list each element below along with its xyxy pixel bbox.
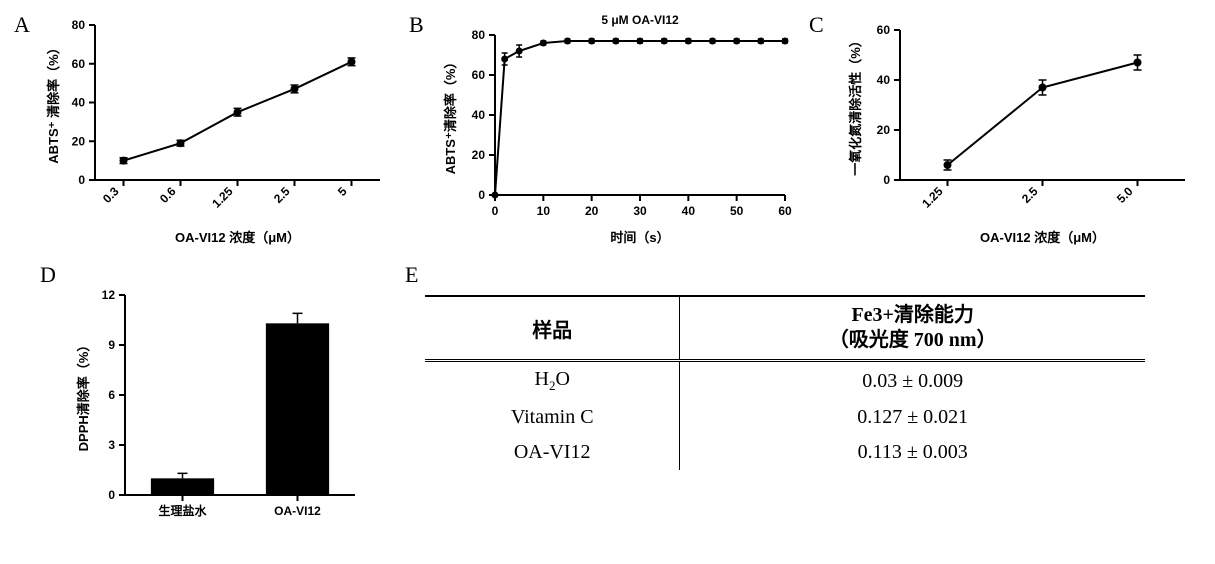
- svg-text:60: 60: [72, 57, 86, 71]
- svg-text:40: 40: [472, 108, 486, 122]
- svg-text:OA-VI12 浓度（μM）: OA-VI12 浓度（μM）: [175, 230, 300, 245]
- svg-text:20: 20: [472, 148, 486, 162]
- svg-text:0: 0: [492, 204, 499, 218]
- svg-text:OA-VI12: OA-VI12: [274, 504, 321, 518]
- svg-text:一氧化氮清除活性（%）: 一氧化氮清除活性（%）: [848, 34, 863, 176]
- svg-text:50: 50: [730, 204, 744, 218]
- table-header-value: Fe3+清除能力 （吸光度 700 nm）: [680, 296, 1145, 361]
- svg-text:40: 40: [877, 73, 891, 87]
- svg-text:DPPH清除率（%）: DPPH清除率（%）: [76, 339, 91, 452]
- dpph-bar-chart: 0 3 6 9 12 生理盐水 OA-VI12 DPPH清除率（%）: [70, 280, 370, 540]
- fe3-table-wrap: 样品 Fe3+清除能力 （吸光度 700 nm） H2O0.03 ± 0.009…: [425, 295, 1145, 470]
- svg-text:20: 20: [72, 134, 86, 148]
- table-cell-value: 0.03 ± 0.009: [680, 361, 1145, 401]
- svg-text:5.0: 5.0: [1114, 184, 1136, 206]
- table-row: OA-VI120.113 ± 0.003: [425, 435, 1145, 470]
- svg-text:0.3: 0.3: [100, 184, 122, 206]
- svg-text:2.5: 2.5: [1019, 184, 1041, 206]
- svg-text:60: 60: [877, 23, 891, 37]
- panel-a-label: A: [14, 12, 30, 38]
- svg-text:ABTS⁺ 清除率（%）: ABTS⁺ 清除率（%）: [46, 41, 61, 163]
- svg-text:0: 0: [108, 488, 115, 502]
- svg-text:6: 6: [108, 388, 115, 402]
- svg-text:40: 40: [72, 96, 86, 110]
- panel-b: B 0 20 40 60 80 0 10 20 30 40 50 60 5 μM OA-VI12 ABTS…: [405, 10, 805, 260]
- panel-e-label: E: [405, 262, 418, 288]
- svg-text:OA-VI12 浓度（μM）: OA-VI12 浓度（μM）: [980, 230, 1105, 245]
- svg-text:3: 3: [108, 438, 115, 452]
- table-cell-sample: Vitamin C: [425, 400, 680, 435]
- table-cell-value: 0.127 ± 0.021: [680, 400, 1145, 435]
- header-line1: Fe3+清除能力: [851, 304, 974, 326]
- svg-text:5: 5: [335, 184, 350, 199]
- svg-text:10: 10: [537, 204, 551, 218]
- svg-text:30: 30: [633, 204, 647, 218]
- svg-text:1.25: 1.25: [919, 184, 946, 211]
- svg-text:80: 80: [72, 18, 86, 32]
- svg-text:ABTS⁺清除率（%）: ABTS⁺清除率（%）: [443, 56, 458, 175]
- table-cell-sample: H2O: [425, 361, 680, 401]
- svg-text:0.6: 0.6: [157, 184, 179, 206]
- svg-text:60: 60: [778, 204, 792, 218]
- svg-text:0: 0: [883, 173, 890, 187]
- svg-text:60: 60: [472, 68, 486, 82]
- table-cell-sample: OA-VI12: [425, 435, 680, 470]
- table-header-sample: 样品: [425, 296, 680, 361]
- table-row: H2O0.03 ± 0.009: [425, 361, 1145, 401]
- panel-a: A 0 20 40 60 80 0.3 0.6 1.25 2.5 5 ABTS⁺ 清除率（%） OA-…: [10, 10, 405, 260]
- panel-d: D 0 3 6 9 12 生理盐水 OA-VI12 DPPH清除率（%）: [10, 260, 405, 554]
- table-row: Vitamin C0.127 ± 0.021: [425, 400, 1145, 435]
- svg-text:1.25: 1.25: [209, 184, 236, 211]
- svg-text:80: 80: [472, 28, 486, 42]
- no-scavenge-chart: 0 20 40 60 1.25 2.5 5.0 一氧化氮清除活性（%） OA-VI12 浓度（μ…: [840, 10, 1210, 250]
- svg-text:20: 20: [877, 123, 891, 137]
- fe3-table: 样品 Fe3+清除能力 （吸光度 700 nm） H2O0.03 ± 0.009…: [425, 295, 1145, 470]
- svg-text:40: 40: [682, 204, 696, 218]
- svg-text:12: 12: [102, 288, 116, 302]
- panel-e: E 样品 Fe3+清除能力 （吸光度 700 nm） H2O0.03 ± 0.0: [405, 260, 1215, 554]
- svg-text:9: 9: [108, 338, 115, 352]
- abts-dose-chart: 0 20 40 60 80 0.3 0.6 1.25 2.5 5 ABTS⁺ 清除率（%） OA-VI…: [40, 10, 400, 250]
- table-cell-value: 0.113 ± 0.003: [680, 435, 1145, 470]
- svg-text:5 μM OA-VI12: 5 μM OA-VI12: [601, 13, 679, 27]
- svg-text:时间（s）: 时间（s）: [610, 230, 669, 245]
- svg-text:生理盐水: 生理盐水: [158, 503, 207, 518]
- svg-text:2.5: 2.5: [271, 184, 293, 206]
- svg-text:0: 0: [478, 188, 485, 202]
- abts-time-chart: 0 20 40 60 80 0 10 20 30 40 50 60 5 μM OA-VI12 ABTS⁺清…: [435, 10, 805, 250]
- header-line2: （吸光度 700 nm）: [829, 329, 997, 351]
- panel-c: C 0 20 40 60 1.25 2.5 5.0 一氧化氮清除活性（%） OA-VI12 浓度…: [805, 10, 1215, 260]
- panel-b-label: B: [409, 12, 424, 38]
- svg-text:0: 0: [78, 173, 85, 187]
- panel-c-label: C: [809, 12, 824, 38]
- panel-d-label: D: [40, 262, 56, 288]
- svg-text:20: 20: [585, 204, 599, 218]
